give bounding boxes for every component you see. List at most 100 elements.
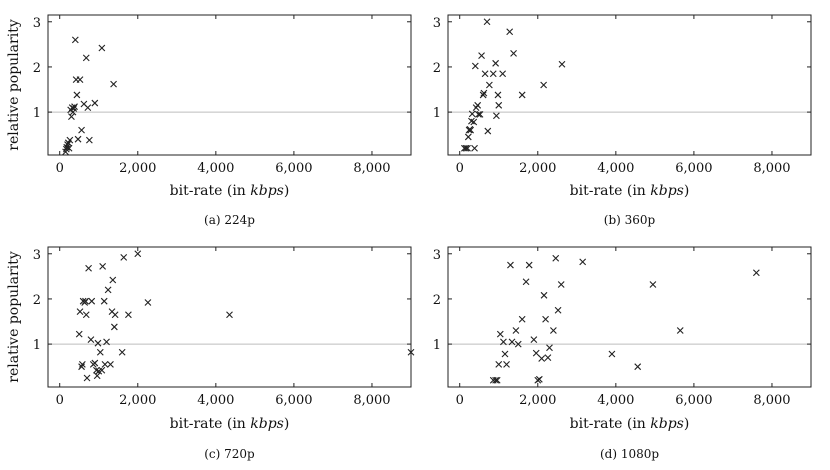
data-point [464,144,471,152]
data-point [65,144,73,152]
x-axis-label: bit-rate (in kbps) [570,183,690,199]
data-point [82,297,89,305]
data-point [226,311,233,319]
data-point [500,338,507,346]
data-point [492,59,500,67]
data-point [507,261,514,269]
data-point [518,315,526,323]
data-point [103,338,110,346]
data-point [68,113,75,121]
data-point [118,348,126,356]
data-point [649,281,657,288]
data-point [109,276,117,284]
x-tick-label: 4,000 [597,393,634,408]
data-point [110,323,118,331]
x-tick-label: 8,000 [353,161,390,176]
data-point [634,363,642,371]
data-point [125,311,132,319]
data-point [91,99,99,107]
data-point [111,311,119,319]
data-point [608,350,616,358]
data-point [480,89,488,97]
data-point [98,366,106,374]
data-point [495,361,503,368]
data-point [464,133,472,141]
x-tick-label: 4,000 [197,393,234,408]
data-point [495,101,503,109]
data-point [557,281,565,288]
data-point [467,126,475,134]
x-tick-label: 6,000 [675,393,712,408]
data-point [73,91,81,99]
data-point [83,374,91,382]
x-axis-label: bit-rate (in kbps) [170,416,290,432]
y-tick-label: 1 [33,338,41,353]
data-point [501,350,509,358]
x-tick-label: 2,000 [119,161,156,176]
data-point [462,144,470,152]
y-tick-label: 3 [433,16,441,31]
subfigure-caption: (d) 1080p [600,447,659,461]
data-point [144,299,152,306]
data-point [544,354,552,362]
data-point [78,126,85,134]
y-tick-label: 3 [33,16,41,31]
y-tick-label: 3 [33,248,41,263]
plot-frame [47,14,412,156]
x-tick-label: 8,000 [753,161,790,176]
data-point [470,118,478,126]
data-point [88,297,96,305]
data-point [525,261,533,269]
data-point [676,327,684,334]
y-tick-label: 2 [33,61,41,76]
x-tick-label: 6,000 [275,161,312,176]
data-point [85,136,93,144]
data-point [540,81,548,89]
data-point [96,348,104,356]
data-point [489,70,497,78]
x-tick-label: 0 [456,393,464,408]
data-point [93,372,101,380]
data-point [84,104,92,111]
y-tick-label: 1 [433,106,441,121]
data-point [76,76,84,83]
data-point [540,291,548,299]
data-point [481,70,489,78]
data-point [492,376,500,384]
data-point [99,263,107,270]
data-point [74,135,82,143]
data-point [484,127,492,135]
x-tick-label: 4,000 [597,161,634,176]
data-point [530,336,538,343]
plot-frame [47,246,412,388]
scatter-panel: 0 2,000 4,000 6,000 8,000 1 2 3 bit-rate (in kbp… [433,246,812,461]
data-point [493,112,500,120]
data-point [479,91,487,99]
x-tick-label: 2,000 [519,393,556,408]
y-tick-label: 1 [33,106,41,121]
data-point [496,330,504,338]
y-axis-label: relative popularity [6,251,22,383]
data-point [82,311,90,319]
data-point [483,18,491,26]
data-point [107,361,114,368]
data-point [514,340,522,348]
scatter-panel: 0 2,000 4,000 6,000 8,000 1 2 3 bit-rate (in kbp… [6,14,412,227]
plot-frame [447,14,812,156]
y-tick-label: 2 [433,293,441,308]
data-point [549,327,557,334]
data-point [510,49,517,57]
data-point [512,327,520,334]
x-tick-label: 0 [56,161,64,176]
data-point [134,250,142,258]
x-tick-label: 8,000 [353,393,390,408]
scatter-panel: 0 2,000 4,000 6,000 8,000 1 2 3 bit-rate (in kbp… [6,246,415,461]
data-point [522,278,530,286]
y-axis-label: relative popularity [6,19,22,151]
data-point [558,60,566,68]
data-point [75,330,83,338]
scatter-panel: 0 2,000 4,000 6,000 8,000 1 2 3 bit-rate (in kbp… [433,14,812,227]
x-tick-label: 4,000 [197,161,234,176]
data-point [499,70,507,78]
